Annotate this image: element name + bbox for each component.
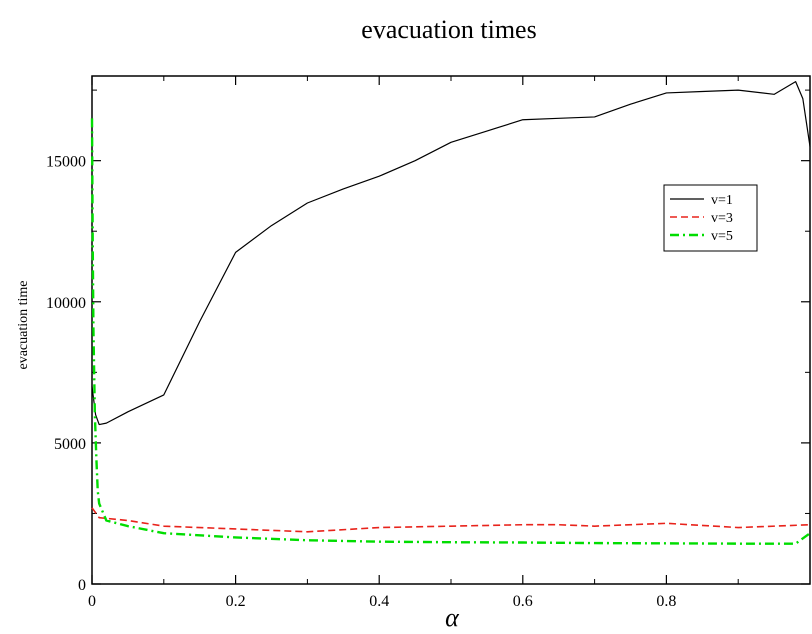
legend-label-2: v=3 bbox=[711, 211, 733, 226]
x-axis-label: α bbox=[445, 603, 460, 632]
legend: v=1 v=3 v=5 bbox=[663, 184, 758, 252]
legend-label-1: v=1 bbox=[711, 193, 733, 208]
plot-area: 0 0.2 0.4 0.6 0.8 0 5000 10000 15000 bbox=[46, 75, 811, 610]
x-tick-label: 0.4 bbox=[369, 593, 389, 610]
legend-box bbox=[663, 184, 758, 252]
legend-label-3: v=5 bbox=[711, 229, 733, 244]
y-tick-label: 15000 bbox=[46, 154, 86, 171]
x-tick-label: 0.8 bbox=[656, 593, 676, 610]
x-tick-label: 0 bbox=[88, 593, 96, 610]
series-line-1 bbox=[91, 81, 811, 426]
y-tick-label: 0 bbox=[78, 577, 86, 594]
y-tick-label: 10000 bbox=[46, 295, 86, 312]
plot-frame bbox=[91, 75, 811, 585]
y-axis-label: evacuation time bbox=[16, 280, 31, 369]
series-line-2 bbox=[91, 507, 811, 533]
series-line-3 bbox=[90, 118, 811, 545]
y-tick-label: 5000 bbox=[54, 436, 86, 453]
chart-title: evacuation times bbox=[361, 15, 536, 44]
x-tick-label: 0.6 bbox=[513, 593, 533, 610]
x-tick-label: 0.2 bbox=[226, 593, 246, 610]
